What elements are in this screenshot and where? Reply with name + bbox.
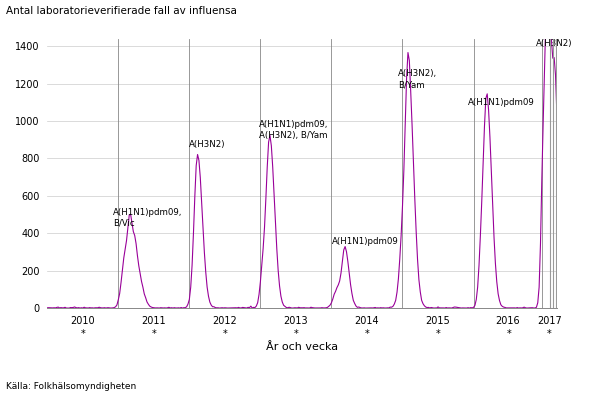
Text: A(H3N2): A(H3N2) (189, 140, 226, 149)
Text: A(H1N1)pdm09: A(H1N1)pdm09 (332, 237, 398, 246)
Text: *: * (294, 329, 299, 339)
Text: A(H1N1)pdm09: A(H1N1)pdm09 (468, 98, 535, 107)
Text: *: * (222, 329, 227, 339)
Text: A(H3N2),
B/Yam: A(H3N2), B/Yam (398, 69, 438, 89)
X-axis label: År och vecka: År och vecka (266, 342, 338, 352)
Text: Källa: Folkhälsomyndigheten: Källa: Folkhälsomyndigheten (6, 382, 136, 391)
Text: A(H3N2): A(H3N2) (536, 39, 573, 48)
Text: *: * (365, 329, 369, 339)
Text: *: * (80, 329, 85, 339)
Text: A(H1N1)pdm09,
B/Vic: A(H1N1)pdm09, B/Vic (113, 207, 182, 228)
Text: *: * (546, 329, 551, 339)
Text: Antal laboratorieverifierade fall av influensa: Antal laboratorieverifierade fall av inf… (6, 6, 237, 16)
Text: *: * (507, 329, 512, 339)
Text: *: * (152, 329, 156, 339)
Text: *: * (435, 329, 440, 339)
Text: A(H1N1)pdm09,
A(H3N2), B/Yam: A(H1N1)pdm09, A(H3N2), B/Yam (259, 120, 329, 140)
